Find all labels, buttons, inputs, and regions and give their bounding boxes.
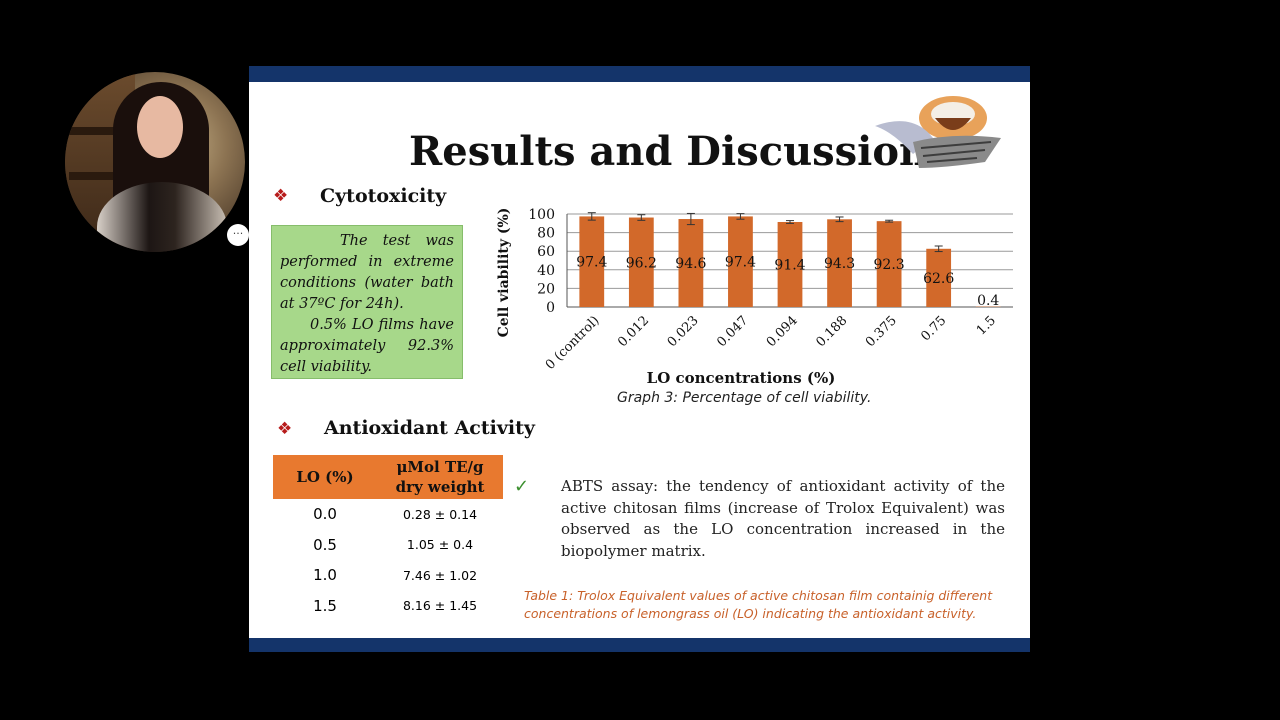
trolox-table: LO (%) μMol TE/g dry weight 0.0 0.28 ± 0… bbox=[273, 455, 503, 621]
data-label: 97.4 bbox=[725, 255, 756, 271]
data-label: 97.4 bbox=[576, 255, 607, 271]
table-row: 0.0 0.28 ± 0.14 bbox=[273, 499, 503, 530]
cytotoxicity-paragraph: 0.5% LO films have approximately 92.3% c… bbox=[280, 317, 454, 375]
x-tick-label: 0.375 bbox=[863, 313, 900, 350]
y-tick-label: 20 bbox=[537, 281, 555, 297]
data-label: 94.3 bbox=[824, 256, 855, 272]
y-tick-label: 0 bbox=[546, 300, 555, 316]
slide-title: Results and Discussion bbox=[409, 128, 929, 175]
bar bbox=[579, 216, 605, 307]
bar bbox=[728, 216, 753, 307]
antioxidant-heading: Antioxidant Activity bbox=[324, 417, 535, 439]
decorative-food-film-image bbox=[875, 96, 1001, 168]
data-label: 62.6 bbox=[923, 271, 954, 287]
y-tick-label: 60 bbox=[537, 244, 555, 260]
data-label: 91.4 bbox=[774, 257, 805, 273]
y-axis-label: Cell viability (%) bbox=[496, 208, 512, 338]
table-cell: 0.0 bbox=[313, 505, 337, 524]
table-cell: 0.5 bbox=[313, 535, 337, 554]
data-label: 96.2 bbox=[626, 255, 657, 271]
webcam-more-options-button[interactable]: ··· bbox=[227, 224, 249, 246]
table-cell: 8.16 ± 1.45 bbox=[402, 598, 478, 614]
presenter-face bbox=[137, 96, 183, 158]
x-tick-label: 0.188 bbox=[813, 313, 850, 350]
table-cell: 7.46 ± 1.02 bbox=[402, 567, 478, 583]
y-tick-label: 80 bbox=[537, 226, 555, 242]
abts-assay-text: ABTS assay: the tendency of antioxidant … bbox=[561, 477, 1005, 560]
table-header-row: LO (%) μMol TE/g dry weight bbox=[273, 455, 503, 499]
table-caption: Table 1: Trolox Equivalent values of act… bbox=[524, 588, 993, 621]
table-header-cell: LO (%) bbox=[273, 455, 377, 499]
presentation-slide: Results and Discussion ❖ Cytotoxicity Th… bbox=[249, 66, 1030, 652]
x-tick-label: 1.5 bbox=[974, 313, 999, 338]
x-tick-label: 0.094 bbox=[764, 313, 801, 350]
webcam-shelf bbox=[69, 127, 121, 135]
data-label: 92.3 bbox=[874, 257, 905, 273]
bullet-icon: ❖ bbox=[277, 419, 293, 439]
table-cell: 0.28 ± 0.14 bbox=[402, 506, 478, 522]
cell-viability-bar-chart: 0 20 40 60 80 100 97.4 0 (control) 96.2 0.012 94.6… bbox=[496, 207, 1013, 387]
bar bbox=[827, 219, 852, 307]
y-tick-label: 40 bbox=[537, 263, 555, 279]
x-tick-label: 0 (control) bbox=[543, 313, 603, 373]
data-label: 94.6 bbox=[675, 256, 706, 272]
bar bbox=[777, 221, 803, 307]
bar bbox=[876, 221, 902, 307]
bar bbox=[628, 217, 654, 307]
table-cell: 1.05 ± 0.4 bbox=[406, 537, 474, 553]
x-tick-label: 0.023 bbox=[665, 313, 702, 350]
cytotoxicity-heading: Cytotoxicity bbox=[320, 185, 447, 207]
table-header-cell: μMol TE/g dry weight bbox=[377, 455, 503, 499]
slide-footer-bar bbox=[249, 638, 1030, 652]
table-row: 1.0 7.46 ± 1.02 bbox=[273, 560, 503, 591]
y-tick-label: 100 bbox=[528, 207, 555, 223]
table-row: 1.5 8.16 ± 1.45 bbox=[273, 591, 503, 622]
x-tick-label: 0.047 bbox=[714, 313, 751, 350]
bullet-icon: ❖ bbox=[273, 186, 289, 206]
graph-caption: Graph 3: Percentage of cell viability. bbox=[617, 390, 872, 406]
table-row: 0.5 1.05 ± 0.4 bbox=[273, 530, 503, 561]
webcam-video bbox=[65, 72, 245, 252]
webcam-shelf bbox=[69, 172, 121, 180]
cytotoxicity-paragraph: The test was performed in extreme condit… bbox=[280, 233, 454, 312]
x-tick-label: 0.012 bbox=[615, 313, 652, 350]
table-cell: 1.0 bbox=[313, 566, 337, 585]
checkmark-icon: ✓ bbox=[514, 476, 530, 497]
x-axis-label: LO concentrations (%) bbox=[647, 369, 836, 387]
x-tick-label: 0.75 bbox=[918, 313, 949, 344]
slide-header-bar bbox=[249, 66, 1030, 82]
presenter-body bbox=[97, 182, 227, 252]
cytotoxicity-summary-box: The test was performed in extreme condit… bbox=[271, 225, 463, 379]
bar bbox=[926, 248, 952, 307]
bar bbox=[678, 219, 704, 307]
data-label: 0.4 bbox=[977, 293, 999, 309]
table-cell: 1.5 bbox=[313, 596, 337, 615]
